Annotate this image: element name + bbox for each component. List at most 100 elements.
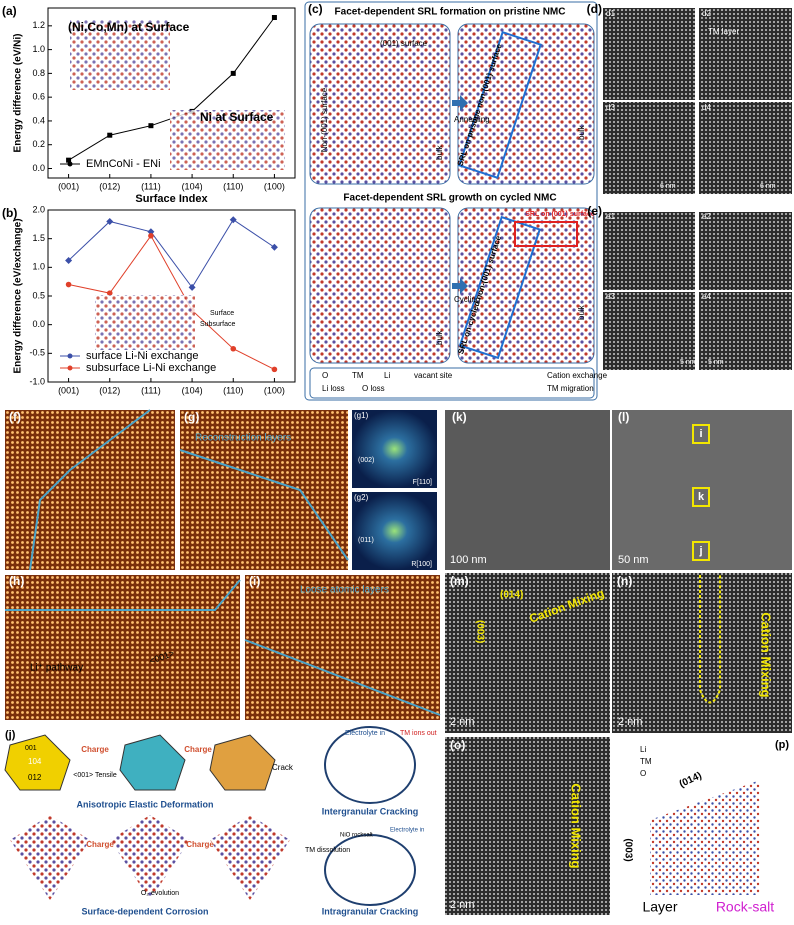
stem-image <box>603 212 695 290</box>
x-tick-label: (100) <box>264 385 285 395</box>
label: d3 <box>606 103 615 112</box>
y-tick-label: 0.5 <box>32 290 45 300</box>
label: Annealing <box>454 115 490 124</box>
crystal <box>119 734 186 791</box>
label: (002) <box>358 457 374 464</box>
marker <box>230 345 237 352</box>
label: (014) <box>500 590 523 601</box>
label: O <box>640 769 646 778</box>
label: O loss <box>362 384 385 393</box>
label: (Ni,Co,Mn) at Surface <box>68 20 190 34</box>
label: Cycling <box>454 295 480 304</box>
marker <box>230 70 236 76</box>
label: (003) <box>474 620 485 643</box>
label: TM migration <box>547 384 594 393</box>
particle <box>324 726 416 804</box>
label: Electrolyte in <box>390 828 424 834</box>
label: (k) <box>452 410 467 424</box>
marker <box>65 281 72 288</box>
marker <box>106 290 113 296</box>
marker <box>65 256 73 264</box>
y-tick-label: -1.0 <box>29 376 45 386</box>
label: Rock-salt <box>716 899 774 915</box>
label: Loose atomic layers <box>300 585 389 596</box>
tem-image <box>445 737 610 915</box>
label: 5 nm <box>680 359 696 366</box>
surface-line <box>5 409 441 716</box>
label: Charge <box>184 745 212 754</box>
label: (j) <box>5 729 16 741</box>
series-line <box>68 234 275 370</box>
label: (p) <box>775 739 789 751</box>
series-line <box>68 219 275 289</box>
marker <box>106 217 114 225</box>
srl-001-box <box>514 221 578 247</box>
label: j <box>698 545 702 557</box>
label: Intergranular Cracking <box>322 806 419 816</box>
label: i <box>699 428 702 440</box>
crystal <box>110 815 190 900</box>
y-tick-label: 1.2 <box>32 20 45 30</box>
label: Intragranular Cracking <box>322 906 419 916</box>
label: Crack <box>272 763 294 772</box>
label: d2 <box>702 9 711 18</box>
label: Charge <box>186 840 214 849</box>
label: Li loss <box>322 384 345 393</box>
y-tick-label: 1.0 <box>32 44 45 54</box>
box <box>692 487 710 507</box>
label: Anisotropic Elastic Deformation <box>76 799 213 809</box>
label: O <box>322 371 328 380</box>
stem-image <box>180 410 348 570</box>
label: Subsurface <box>200 321 236 328</box>
stem-image <box>603 8 695 100</box>
marker <box>66 157 72 163</box>
label: NiO rocksalt <box>340 833 373 839</box>
label: 2 nm <box>450 899 474 911</box>
x-tick-label: (100) <box>264 181 285 191</box>
label: Charge <box>81 745 109 754</box>
label: (001) surface <box>380 39 428 48</box>
label: k <box>698 491 705 503</box>
x-tick-label: (104) <box>182 181 203 191</box>
y-tick-label: 0.6 <box>32 92 45 102</box>
marker <box>188 283 196 291</box>
label: (003) <box>622 838 633 861</box>
label: 2 nm <box>450 716 474 728</box>
box <box>692 541 710 561</box>
fft-image <box>352 410 437 488</box>
label: e1 <box>606 212 615 221</box>
legend-box <box>309 367 595 399</box>
legend-marker <box>67 161 73 167</box>
label: (d) <box>587 2 602 16</box>
label: Non-(001) surface <box>320 87 329 152</box>
label: Li⁺ pathway <box>30 663 83 674</box>
stem-image <box>5 410 175 570</box>
legend-marker <box>67 353 73 359</box>
marker <box>271 15 277 21</box>
label: Cation Mixing <box>569 783 584 868</box>
label: Charge <box>86 840 114 849</box>
label: (n) <box>617 574 632 588</box>
panel-label: (a) <box>2 4 17 18</box>
schematic <box>309 23 451 185</box>
stem-image <box>699 212 792 290</box>
label: <001> Tensile <box>73 772 117 779</box>
stem-image <box>5 575 240 720</box>
label: Facet-dependent SRL formation on pristin… <box>335 7 566 18</box>
y-axis-label: Energy difference (eV/exchange) <box>13 218 24 373</box>
label: (g2) <box>354 493 369 502</box>
tem-image <box>445 410 610 570</box>
label: F[110] <box>413 479 432 486</box>
y-tick-label: 0.0 <box>32 163 45 173</box>
label: Layer <box>642 899 677 915</box>
x-tick-label: (110) <box>223 385 243 395</box>
y-tick-label: 0.0 <box>32 319 45 329</box>
tem-image <box>445 573 610 733</box>
x-tick-label: (001) <box>58 385 79 395</box>
legend-marker <box>67 365 73 371</box>
crystal <box>10 815 90 900</box>
y-tick-label: -0.5 <box>29 348 45 358</box>
label: (c) <box>308 2 323 16</box>
y-tick-label: 0.4 <box>32 115 45 125</box>
y-tick-label: 2.0 <box>32 204 45 214</box>
